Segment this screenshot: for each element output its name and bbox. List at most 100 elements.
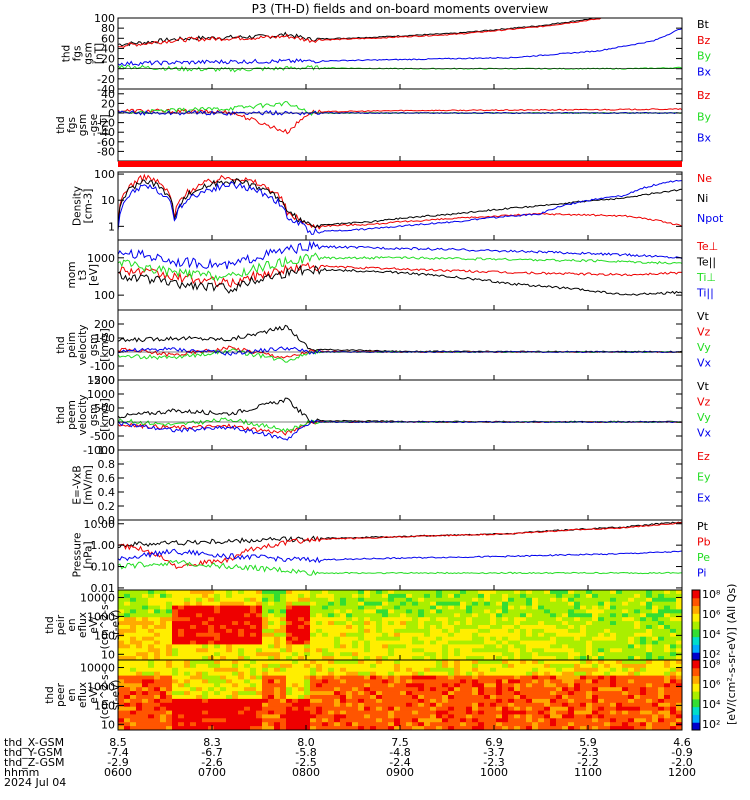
electron_spectrogram-cell — [232, 718, 239, 723]
electron_spectrogram-cell — [328, 698, 335, 704]
ion_spectrogram-cell — [124, 601, 131, 606]
electron_spectrogram-cell — [244, 683, 251, 688]
electron_spectrogram-cell — [190, 679, 197, 684]
electron_spectrogram-cell — [520, 675, 527, 680]
electron_spectrogram-cell — [190, 722, 197, 727]
ion_spectrogram-cell — [250, 648, 257, 653]
ion_spectrogram-cell — [484, 628, 491, 634]
electron_spectrogram-cell — [538, 710, 545, 715]
ion_spectrogram-cell — [214, 593, 221, 599]
ion_spectrogram-cell — [286, 609, 293, 614]
electron_spectrogram-cell — [376, 702, 383, 708]
electron_spectrogram-cell — [202, 706, 209, 711]
ion_spectrogram-cell — [550, 621, 557, 626]
electron_spectrogram-cell — [220, 702, 227, 708]
electron_spectrogram-cell — [484, 691, 491, 696]
ion_velocity-legend-0: Vt — [697, 310, 710, 323]
electron_spectrogram-cell — [580, 691, 587, 696]
ion_spectrogram-cell — [514, 652, 521, 657]
electron_spectrogram-cell — [358, 679, 365, 684]
ion_spectrogram-cell — [508, 609, 515, 614]
ion_spectrogram-cell — [676, 597, 683, 603]
ion_spectrogram-cell — [286, 625, 293, 630]
electron_spectrogram-cell — [232, 671, 239, 676]
electron_spectrogram-cell — [532, 695, 539, 700]
electron_spectrogram-cell — [532, 698, 539, 704]
electron_spectrogram-cell — [184, 714, 191, 719]
electron_spectrogram-cell — [148, 679, 155, 684]
electron_spectrogram-cell — [130, 702, 137, 708]
ion_spectrogram-cell — [568, 644, 575, 649]
fgs_gsm-ytick-label: 20 — [101, 53, 115, 66]
electron_spectrogram-cell — [298, 683, 305, 688]
ion_spectrogram-cell — [142, 605, 149, 610]
ion_spectrogram-cell — [484, 593, 491, 599]
ion_spectrogram-cell — [526, 593, 533, 599]
pressure-legend-1: Pb — [697, 536, 711, 549]
electron_spectrogram-cell — [622, 714, 629, 719]
electron_spectrogram-cell — [496, 702, 503, 708]
electron_spectrogram-cell — [460, 683, 467, 688]
electron_spectrogram-cell — [328, 710, 335, 715]
ion_spectrogram-cell — [370, 632, 377, 638]
ion_spectrogram-cell — [130, 644, 137, 649]
electron_spectrogram-cell — [616, 698, 623, 704]
ion_spectrogram-cell — [394, 652, 401, 657]
ion_spectrogram-cell — [256, 640, 263, 645]
ion_spectrogram-cell — [508, 621, 515, 626]
electron_spectrogram-cell — [334, 691, 341, 696]
ion_spectrogram-cell — [568, 640, 575, 645]
ion_spectrogram-cell — [520, 601, 527, 606]
ion_spectrogram-cell — [280, 628, 287, 634]
electron_spectrogram-cell — [364, 667, 371, 673]
ion_spectrogram-cell — [274, 590, 281, 595]
electron_spectrogram-cell — [646, 671, 653, 676]
electron_spectrogram-cell — [136, 667, 143, 673]
electron_spectrogram-cell — [256, 710, 263, 715]
electron_spectrogram-cell — [670, 718, 677, 723]
ion_spectrogram-cell — [478, 590, 485, 595]
ion_spectrogram-cell — [316, 617, 323, 622]
electron_spectrogram-cell — [316, 722, 323, 727]
fgs_gsm-ytick-label: 60 — [101, 32, 115, 45]
electron_spectrogram-cell — [634, 702, 641, 708]
ion_spectrogram-cell — [568, 617, 575, 622]
electron_spectrogram-cell — [454, 687, 461, 692]
electron_spectrogram-cell — [226, 667, 233, 673]
electron_spectrogram-cell — [436, 706, 443, 711]
ion_spectrogram-cell — [418, 617, 425, 622]
ion_spectrogram-cell — [472, 597, 479, 603]
ion_spectrogram-cell — [508, 601, 515, 606]
ion_spectrogram-cell — [508, 652, 515, 657]
electron_spectrogram-cell — [340, 691, 347, 696]
electron_spectrogram-cell — [244, 722, 251, 727]
electron_spectrogram-cell — [130, 726, 137, 731]
ion_spectrogram-cell — [304, 609, 311, 614]
electron_spectrogram-cell — [424, 687, 431, 692]
ion_spectrogram-cell — [298, 597, 305, 603]
ion_spectrogram-cell — [508, 648, 515, 653]
electron_spectrogram-cell — [310, 667, 317, 673]
ion_spectrogram-cell — [286, 628, 293, 634]
electron_spectrogram-cell — [640, 663, 647, 669]
electron_spectrogram-cell — [580, 706, 587, 711]
electron_spectrogram-cell — [154, 714, 161, 719]
electron_spectrogram-cell — [598, 691, 605, 696]
ion_spectrogram-cell — [292, 609, 299, 614]
ion_spectrogram-cell — [550, 593, 557, 599]
ion_spectrogram-cell — [526, 628, 533, 634]
electron_spectrogram-cell — [442, 671, 449, 676]
ion_spectrogram-cell — [220, 648, 227, 653]
electron_spectrogram-cell — [334, 718, 341, 723]
ion_spectrogram-cell — [328, 597, 335, 603]
ion_spectrogram-cell — [172, 609, 179, 614]
electron_spectrogram-cell — [406, 683, 413, 688]
electron_spectrogram-cell — [622, 726, 629, 731]
electron_spectrogram-cell — [256, 695, 263, 700]
electron_spectrogram-cell — [370, 706, 377, 711]
electron_spectrogram-cell — [262, 679, 269, 684]
ion_spectrogram-cell — [370, 617, 377, 622]
electron_spectrogram-cell — [646, 718, 653, 723]
pressure-ytick-label: 0.01 — [91, 582, 116, 595]
